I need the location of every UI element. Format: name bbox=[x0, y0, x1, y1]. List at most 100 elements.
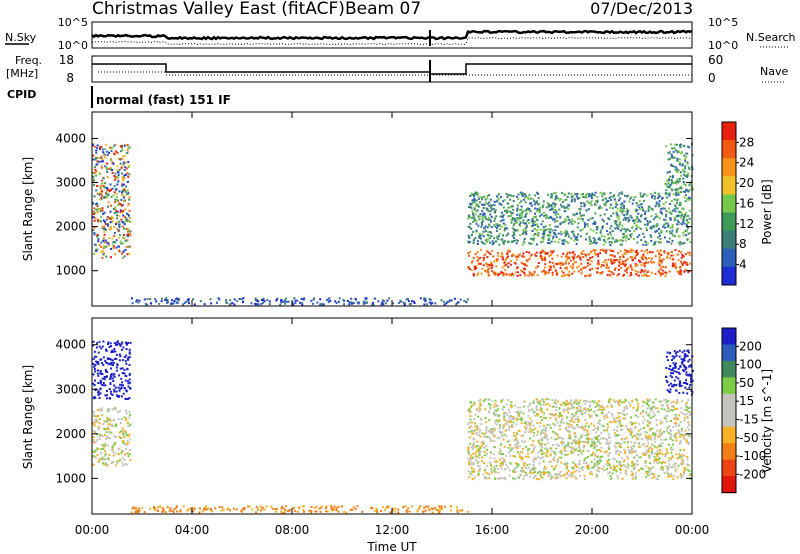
heatmap-cell bbox=[539, 252, 542, 255]
heatmap-cell bbox=[480, 445, 483, 448]
heatmap-cell bbox=[680, 174, 683, 177]
heatmap-cell bbox=[567, 233, 569, 236]
heatmap-cell bbox=[120, 450, 123, 452]
heatmap-cell bbox=[101, 158, 104, 161]
heatmap-cell bbox=[424, 299, 427, 302]
heatmap-cell bbox=[573, 440, 575, 443]
heatmap-cell bbox=[284, 302, 287, 305]
heatmap-cell bbox=[674, 210, 677, 213]
heatmap-cell bbox=[518, 453, 521, 456]
heatmap-cell bbox=[626, 271, 628, 274]
heatmap-cell bbox=[511, 424, 513, 426]
heatmap-cell bbox=[502, 477, 505, 480]
heatmap-cell bbox=[635, 225, 638, 228]
heatmap-cell bbox=[677, 198, 680, 201]
heatmap-cell bbox=[558, 208, 561, 211]
heatmap-cell bbox=[94, 166, 96, 169]
heatmap-cell bbox=[539, 406, 542, 409]
heatmap-cell bbox=[591, 192, 594, 195]
heatmap-cell bbox=[637, 271, 639, 273]
heatmap-cell bbox=[112, 380, 115, 382]
heatmap-cell bbox=[666, 426, 669, 429]
heatmap-cell bbox=[548, 404, 551, 407]
heatmap-cell bbox=[579, 256, 582, 259]
heatmap-cell bbox=[256, 303, 259, 306]
heatmap-cell bbox=[492, 243, 495, 246]
heatmap-cell bbox=[126, 439, 129, 442]
heatmap-cell bbox=[109, 167, 112, 169]
heatmap-cell bbox=[590, 200, 593, 203]
heatmap-cell bbox=[669, 435, 672, 438]
heatmap-cell bbox=[562, 252, 565, 255]
heatmap-cell bbox=[681, 462, 684, 465]
heatmap-cell bbox=[128, 352, 131, 355]
heatmap-cell bbox=[649, 227, 652, 230]
heatmap-cell bbox=[679, 271, 682, 274]
heatmap-cell bbox=[678, 158, 681, 161]
heatmap-cell bbox=[639, 456, 642, 459]
heatmap-cell bbox=[667, 431, 670, 434]
heatmap-cell bbox=[220, 509, 223, 512]
heatmap-cell bbox=[94, 248, 97, 251]
heatmap-cell bbox=[610, 258, 613, 261]
heatmap-cell bbox=[247, 505, 250, 508]
heatmap-cell bbox=[641, 274, 644, 277]
heatmap-cell bbox=[113, 435, 116, 438]
heatmap-cell bbox=[591, 444, 594, 447]
heatmap-cell bbox=[686, 405, 688, 408]
heatmap-cell bbox=[683, 173, 685, 176]
heatmap-cell bbox=[543, 401, 545, 404]
heatmap-cell bbox=[472, 462, 475, 465]
heatmap-cell bbox=[125, 245, 128, 248]
heatmap-cell bbox=[618, 461, 621, 463]
heatmap-cell bbox=[593, 440, 595, 443]
heatmap-cell bbox=[562, 243, 565, 246]
heatmap-cell bbox=[473, 475, 476, 478]
heatmap-cell bbox=[681, 461, 684, 464]
heatmap-cell bbox=[97, 208, 100, 211]
heatmap-cell bbox=[675, 169, 678, 172]
heatmap-cell bbox=[516, 195, 518, 198]
heatmap-cell bbox=[520, 269, 523, 272]
heatmap-cell bbox=[660, 468, 662, 471]
heatmap-cell bbox=[550, 194, 553, 197]
heatmap-cell bbox=[330, 507, 333, 510]
heatmap-cell bbox=[591, 473, 593, 476]
heatmap-cell bbox=[125, 342, 128, 345]
heatmap-cell bbox=[618, 463, 621, 466]
heatmap-cell bbox=[121, 461, 124, 464]
heatmap-cell bbox=[93, 179, 95, 182]
heatmap-cell bbox=[474, 213, 477, 216]
heatmap-cell bbox=[587, 432, 590, 435]
heatmap-cell bbox=[103, 428, 106, 431]
heatmap-cell bbox=[678, 250, 681, 253]
heatmap-cell bbox=[176, 301, 179, 304]
heatmap-cell bbox=[642, 400, 645, 403]
heatmap-cell bbox=[554, 418, 557, 421]
heatmap-cell bbox=[573, 198, 576, 200]
heatmap-cell bbox=[671, 224, 674, 227]
heatmap-cell bbox=[683, 196, 686, 199]
heatmap-cell bbox=[503, 264, 506, 267]
heatmap-cell bbox=[616, 474, 619, 477]
heatmap-cell bbox=[477, 448, 480, 450]
heatmap-cell bbox=[531, 220, 534, 223]
heatmap-cell bbox=[532, 443, 535, 446]
heatmap-cell bbox=[630, 216, 633, 219]
heatmap-cell bbox=[625, 210, 628, 213]
heatmap-cell bbox=[636, 204, 639, 207]
heatmap-cell bbox=[583, 400, 585, 402]
heatmap-cell bbox=[128, 424, 131, 427]
heatmap-cell bbox=[114, 172, 117, 175]
heatmap-cell bbox=[532, 434, 535, 437]
heatmap-cell bbox=[608, 218, 611, 221]
heatmap-cell bbox=[495, 460, 497, 463]
colorbar-segment bbox=[722, 230, 736, 250]
heatmap-cell bbox=[567, 242, 570, 245]
heatmap-cell bbox=[511, 205, 514, 208]
heatmap-cell bbox=[102, 237, 105, 240]
heatmap-cell bbox=[364, 302, 367, 305]
heatmap-cell bbox=[635, 249, 638, 252]
heatmap-cell bbox=[628, 219, 631, 221]
heatmap-cell bbox=[576, 193, 579, 196]
